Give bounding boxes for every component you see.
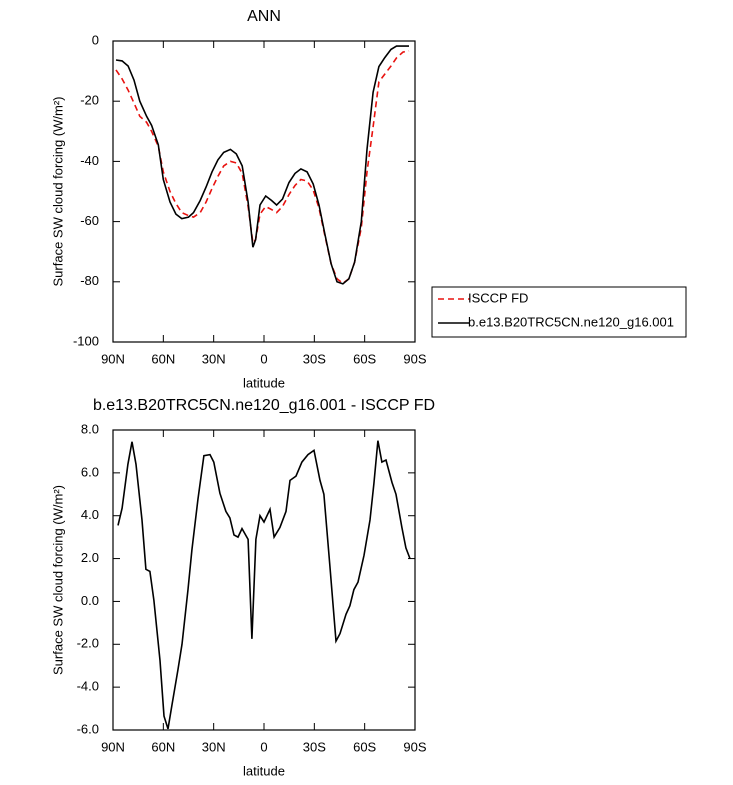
x-tick-label: 30S (303, 351, 326, 366)
chart-title: b.e13.B20TRC5CN.ne120_g16.001 - ISCCP FD (93, 397, 435, 414)
y-tick-label: -40 (80, 153, 99, 168)
x-tick-label: 60S (353, 739, 376, 754)
y-tick-label: -60 (80, 213, 99, 228)
y-tick-label: -100 (73, 333, 99, 348)
y-tick-label: 2.0 (81, 550, 99, 565)
series-line (115, 45, 409, 285)
y-tick-label: -2.0 (77, 636, 99, 651)
legend-label: ISCCP FD (468, 290, 528, 305)
series-line (117, 440, 411, 730)
x-axis-label: latitude (243, 763, 285, 778)
x-tick-label: 30N (202, 351, 226, 366)
y-tick-label: 4.0 (81, 507, 99, 522)
legend-frame (431, 286, 687, 338)
x-tick-label: 0 (260, 739, 267, 754)
x-tick-label: 90S (403, 351, 426, 366)
legend-label: b.e13.B20TRC5CN.ne120_g16.001 (468, 314, 674, 329)
x-tick-label: 60N (151, 739, 175, 754)
x-tick-label: 60S (353, 351, 376, 366)
y-tick-label: -6.0 (77, 721, 99, 736)
plot-frame (112, 429, 416, 731)
x-tick-label: 90N (101, 739, 125, 754)
chart-title: ANN (247, 8, 281, 25)
y-axis-label: Surface SW cloud forcing (W/m²) (50, 485, 65, 675)
y-tick-label: 0 (92, 32, 99, 47)
x-tick-label: 30N (202, 739, 226, 754)
x-tick-label: 60N (151, 351, 175, 366)
x-tick-label: 30S (303, 739, 326, 754)
x-axis-label: latitude (243, 375, 285, 390)
y-tick-label: 6.0 (81, 464, 99, 479)
y-tick-label: 0.0 (81, 593, 99, 608)
y-tick-label: -20 (80, 93, 99, 108)
x-tick-label: 90N (101, 351, 125, 366)
y-tick-label: -80 (80, 273, 99, 288)
x-tick-label: 90S (403, 739, 426, 754)
y-tick-label: 8.0 (81, 421, 99, 436)
y-tick-label: -4.0 (77, 679, 99, 694)
series-line (115, 50, 410, 285)
x-tick-label: 0 (260, 351, 267, 366)
y-axis-label: Surface SW cloud forcing (W/m²) (50, 97, 65, 287)
plot-frame (112, 40, 416, 343)
